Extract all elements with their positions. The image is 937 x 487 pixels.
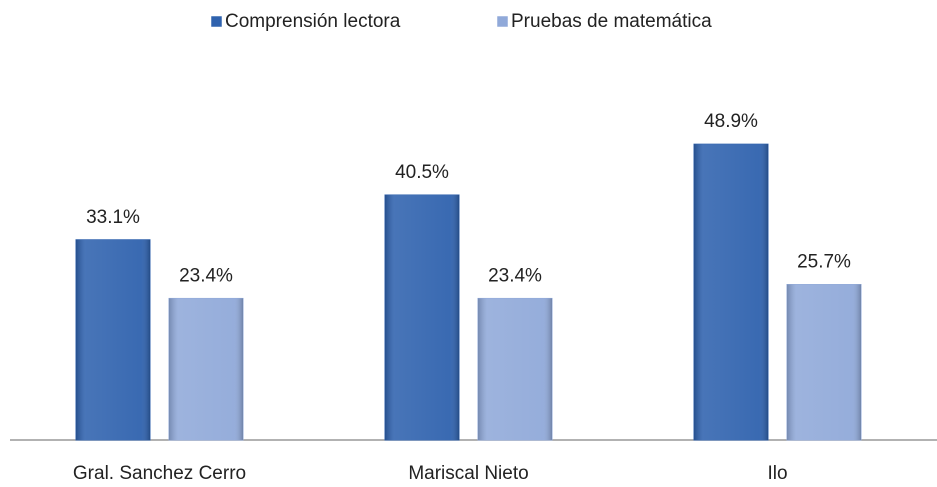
bar-shading — [694, 144, 768, 440]
data-label: 25.7% — [797, 252, 851, 273]
legend-label: Pruebas de matemática — [511, 11, 712, 32]
x-tick-label: Ilo — [767, 463, 787, 484]
bar-shading — [169, 298, 243, 440]
data-label: 40.5% — [395, 162, 449, 183]
data-label: 48.9% — [704, 111, 758, 132]
legend-label: Comprensión lectora — [225, 11, 401, 32]
bar-shading — [385, 194, 459, 440]
bar-shading — [478, 298, 552, 440]
x-tick-label: Gral. Sanchez Cerro — [73, 463, 246, 484]
data-label: 23.4% — [179, 265, 233, 286]
data-label: 33.1% — [86, 207, 140, 228]
bar-shading — [787, 284, 861, 440]
legend-swatch — [496, 15, 509, 28]
data-label: 23.4% — [488, 265, 542, 286]
bar-shading — [76, 239, 150, 440]
x-tick-label: Mariscal Nieto — [408, 463, 528, 484]
legend-swatch — [210, 15, 223, 28]
